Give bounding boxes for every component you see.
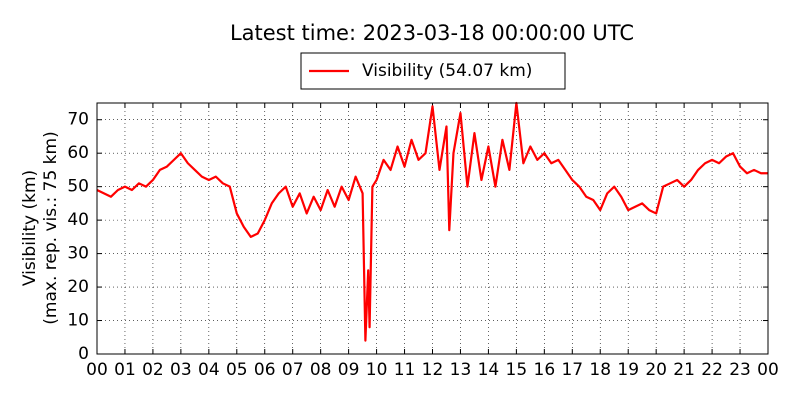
y-axis-label: Visibility (km) [20, 170, 40, 286]
plot-frame [96, 102, 769, 355]
x-tick-label: 17 [561, 360, 583, 380]
x-tick-label: 22 [701, 360, 723, 380]
y-tick-label: 0 [78, 344, 89, 364]
y-tick-label: 60 [67, 143, 89, 163]
x-tick-label: 16 [534, 360, 556, 380]
y-tick-label: 50 [67, 177, 89, 197]
chart-title: Latest time: 2023-03-18 00:00:00 UTC [230, 21, 634, 45]
x-tick-label: 07 [282, 360, 304, 380]
x-tick-label: 08 [310, 360, 332, 380]
x-tick-label: 06 [254, 360, 276, 380]
x-tick-label: 10 [366, 360, 388, 380]
x-tick-label: 01 [114, 360, 136, 380]
y-tick-label: 10 [67, 311, 89, 331]
x-tick-label: 00 [757, 360, 779, 380]
legend-label: Visibility (54.07 km) [362, 61, 532, 81]
y-tick-label: 40 [67, 210, 89, 230]
x-tick-label: 19 [617, 360, 639, 380]
x-tick-label: 11 [394, 360, 416, 380]
x-tick-label: 14 [478, 360, 500, 380]
x-tick-label: 05 [226, 360, 248, 380]
x-tick-label: 20 [645, 360, 667, 380]
y-tick-label: 70 [67, 110, 89, 130]
x-tick-label: 15 [506, 360, 528, 380]
x-tick-label: 04 [198, 360, 220, 380]
x-tick-label: 13 [450, 360, 472, 380]
x-tick-label: 18 [589, 360, 611, 380]
x-tick-label: 12 [422, 360, 444, 380]
y-axis-label: (max. rep. vis.: 75 km) [41, 131, 61, 324]
x-tick-label: 23 [729, 360, 751, 380]
y-tick-label: 20 [67, 277, 89, 297]
y-tick-label: 30 [67, 244, 89, 264]
data-line [96, 101, 768, 342]
x-tick-label: 09 [338, 360, 360, 380]
x-tick-label: 03 [170, 360, 192, 380]
x-tick-label: 02 [142, 360, 164, 380]
x-tick-label: 00 [86, 360, 108, 380]
x-tick-label: 21 [673, 360, 695, 380]
